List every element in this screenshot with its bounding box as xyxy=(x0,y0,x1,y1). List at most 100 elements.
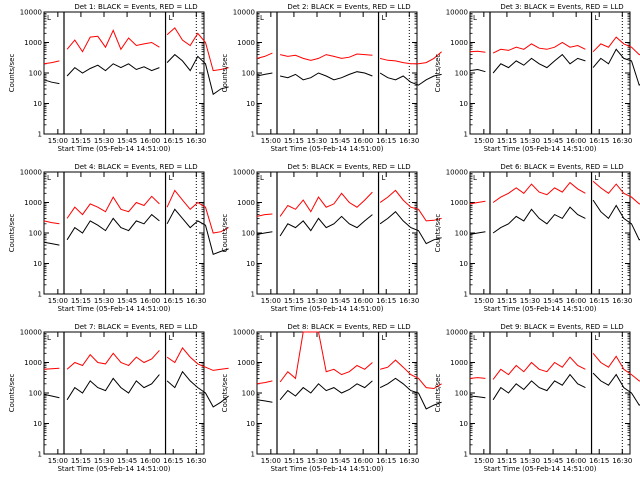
x-tick-label: 16:00 xyxy=(566,457,586,465)
y-tick-label: 10 xyxy=(246,420,255,428)
y-tick-label: 1000 xyxy=(237,359,255,367)
y-tick-label: 100 xyxy=(29,230,42,238)
x-tick-label: 15:00 xyxy=(48,137,68,145)
lld-series-line xyxy=(592,36,640,56)
events-series-line xyxy=(379,72,442,86)
lld-series-line xyxy=(256,213,273,217)
y-tick-label: 1 xyxy=(251,291,255,299)
x-tick-label: 16:30 xyxy=(612,297,632,305)
lld-series-line xyxy=(592,352,640,382)
x-tick-label: 16:15 xyxy=(589,297,609,305)
events-series-line xyxy=(256,399,273,403)
y-axis-label: Counts/sec xyxy=(434,374,442,413)
x-tick-label: 15:45 xyxy=(330,137,350,145)
x-axis-label: Start Time (05-Feb-14 14:51:00) xyxy=(57,145,170,153)
events-series-line xyxy=(279,380,373,401)
x-tick-label: 16:00 xyxy=(140,457,160,465)
lld-series-line xyxy=(469,377,486,379)
lld-series-line xyxy=(379,359,442,390)
x-tick-label: 15:45 xyxy=(117,457,137,465)
y-tick-label: 1000 xyxy=(24,359,42,367)
events-series-line xyxy=(43,241,60,246)
x-tick-label: 15:15 xyxy=(71,137,91,145)
lld-series-line xyxy=(492,181,586,203)
events-series-line xyxy=(43,393,60,399)
y-tick-label: 1000 xyxy=(450,39,468,47)
y-tick-label: 1 xyxy=(464,451,468,459)
x-tick-label: 15:30 xyxy=(94,297,114,305)
x-tick-label: 15:00 xyxy=(261,137,281,145)
x-tick-label: 16:30 xyxy=(186,137,206,145)
y-tick-label: 1000 xyxy=(24,199,42,207)
x-axis-label: Start Time (05-Feb-14 14:51:00) xyxy=(483,305,596,313)
events-series-line xyxy=(492,373,586,401)
y-axis-label: Counts/sec xyxy=(8,214,16,253)
chart-panel: Det 9: BLACK = Events, RED = LLD 1 10 100 10… xyxy=(434,323,640,473)
events-series-line xyxy=(166,208,229,255)
x-tick-label: 15:15 xyxy=(71,457,91,465)
corner-marker: L xyxy=(473,334,477,342)
events-series-line xyxy=(492,206,586,234)
lld-series-line xyxy=(279,191,373,217)
y-tick-label: 1 xyxy=(38,291,42,299)
y-tick-label: 100 xyxy=(455,70,468,78)
chart-title: Det 2: BLACK = Events, RED = LLD xyxy=(287,3,410,11)
y-tick-label: 1000 xyxy=(450,199,468,207)
events-series-line xyxy=(43,79,60,85)
y-tick-label: 1 xyxy=(251,451,255,459)
lld-series-line xyxy=(256,52,273,59)
lld-series-line xyxy=(166,27,229,72)
y-tick-label: 10000 xyxy=(20,9,42,17)
chart-panel: Det 2: BLACK = Events, RED = LLD 1 10 100 10… xyxy=(221,3,442,153)
y-axis-label: Counts/sec xyxy=(221,214,229,253)
lld-series-line xyxy=(592,180,640,205)
plot-frame xyxy=(469,11,631,135)
chart-title: Det 6: BLACK = Events, RED = LLD xyxy=(500,163,623,171)
y-tick-label: 10 xyxy=(246,100,255,108)
y-tick-label: 100 xyxy=(455,390,468,398)
events-series-line xyxy=(166,53,229,96)
chart-title: Det 8: BLACK = Events, RED = LLD xyxy=(287,323,410,331)
lld-series-line xyxy=(279,53,373,61)
x-tick-label: 16:15 xyxy=(163,457,183,465)
events-series-line xyxy=(379,210,442,245)
y-tick-label: 10000 xyxy=(20,329,42,337)
corner-marker: L xyxy=(260,174,264,182)
y-tick-label: 1000 xyxy=(450,359,468,367)
y-tick-label: 10000 xyxy=(446,9,468,17)
x-axis-label: Start Time (05-Feb-14 14:51:00) xyxy=(57,305,170,313)
plot-frame xyxy=(469,331,631,455)
x-tick-label: 15:15 xyxy=(497,137,517,145)
plot-frame xyxy=(256,171,418,295)
x-tick-label: 15:45 xyxy=(117,297,137,305)
plot-frame xyxy=(256,331,418,455)
x-tick-label: 16:00 xyxy=(566,137,586,145)
plot-frame xyxy=(43,11,205,135)
events-series-line xyxy=(256,231,273,235)
x-tick-label: 15:45 xyxy=(117,137,137,145)
corner-marker: L xyxy=(260,14,264,22)
y-tick-label: 10 xyxy=(33,420,42,428)
y-axis-label: Counts/sec xyxy=(434,214,442,253)
x-tick-label: 16:00 xyxy=(140,297,160,305)
lld-series-line xyxy=(492,356,586,380)
corner-marker: L xyxy=(260,334,264,342)
events-series-line xyxy=(592,199,640,241)
x-tick-label: 15:30 xyxy=(520,457,540,465)
plot-frame xyxy=(43,331,205,455)
x-tick-label: 16:00 xyxy=(353,137,373,145)
corner-marker: L xyxy=(169,14,173,22)
events-series-line xyxy=(592,48,640,86)
chart-panel: Det 5: BLACK = Events, RED = LLD 1 10 100 10… xyxy=(221,163,442,313)
x-tick-label: 15:30 xyxy=(307,457,327,465)
events-series-line xyxy=(166,370,229,408)
x-tick-label: 16:00 xyxy=(140,137,160,145)
x-axis-label: Start Time (05-Feb-14 14:51:00) xyxy=(270,465,383,473)
corner-marker: L xyxy=(47,174,51,182)
x-tick-label: 15:30 xyxy=(94,137,114,145)
corner-marker: L xyxy=(47,14,51,22)
x-tick-label: 15:45 xyxy=(543,457,563,465)
x-tick-label: 15:45 xyxy=(330,457,350,465)
y-tick-label: 100 xyxy=(242,70,255,78)
